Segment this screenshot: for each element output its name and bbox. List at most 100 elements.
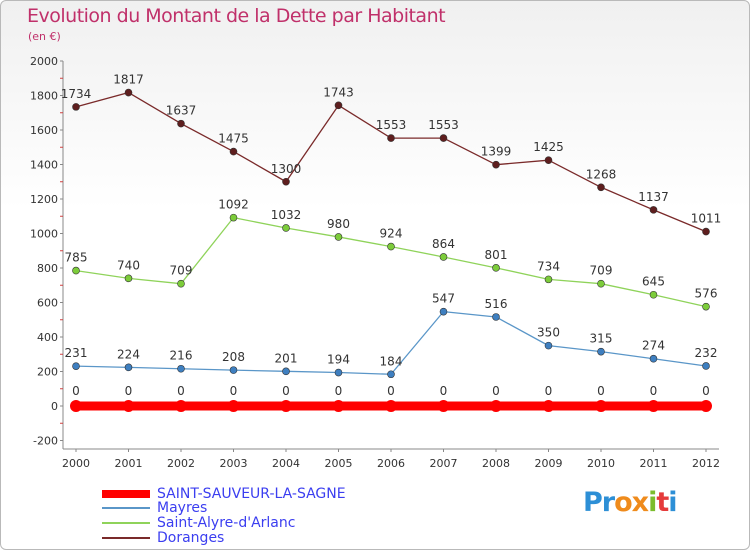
data-label: 1475	[218, 132, 249, 146]
data-label: 0	[72, 384, 80, 398]
x-tick-label: 2006	[377, 457, 405, 470]
data-label: 1032	[271, 208, 302, 222]
y-tick-label: 200	[37, 366, 58, 379]
series-3: 1734 1817 1637 1475 1300 1743 1553 1553 1399 1425…	[61, 73, 722, 236]
data-point	[492, 160, 500, 169]
data-label: 516	[485, 297, 508, 311]
legend-label: SAINT-SAUVEUR-LA-SAGNE	[157, 486, 346, 502]
data-label: 0	[282, 384, 290, 398]
y-tick-label: 600	[37, 297, 58, 310]
x-tick-label: 2012	[692, 457, 720, 470]
data-label: 980	[327, 217, 350, 231]
data-point	[229, 213, 238, 222]
legend-label: Saint-Alyre-d'Arlanc	[157, 515, 296, 531]
data-point	[437, 400, 450, 412]
legend-item-saint-alyre: Saint-Alyre-d'Arlanc	[102, 515, 422, 531]
data-point	[282, 367, 290, 376]
data-label: 224	[117, 347, 140, 361]
data-label: 201	[275, 351, 298, 365]
data-point	[595, 400, 607, 412]
chart-axes: -200020040060080010001200140016001800200…	[30, 55, 720, 470]
data-label: 0	[650, 384, 658, 398]
y-tick-label: 400	[37, 331, 58, 344]
data-point	[227, 400, 240, 412]
data-label: 1817	[113, 73, 144, 87]
data-point	[175, 400, 187, 412]
x-tick-label: 2001	[115, 457, 143, 470]
data-label: 232	[695, 346, 718, 360]
legend-item-doranges: Doranges	[102, 530, 422, 546]
data-label: 216	[170, 349, 193, 363]
data-label: 576	[695, 287, 718, 301]
data-label: 1011	[691, 212, 722, 226]
data-point	[387, 134, 395, 142]
data-point	[332, 400, 345, 412]
data-label: 924	[380, 227, 403, 241]
data-point	[492, 264, 500, 272]
data-point	[700, 400, 712, 412]
data-label: 1743	[323, 85, 354, 99]
data-label: 184	[380, 354, 403, 368]
data-label: 1734	[61, 87, 92, 101]
y-tick-label: 0	[51, 400, 58, 413]
data-point	[124, 274, 133, 283]
data-label: 1399	[481, 145, 512, 159]
x-tick-label: 2000	[62, 457, 90, 470]
data-label: 1553	[376, 118, 407, 132]
data-label: 645	[642, 275, 665, 289]
data-label: 0	[335, 384, 343, 398]
data-point	[649, 206, 658, 214]
data-label: 1137	[638, 190, 669, 204]
data-point	[597, 347, 605, 356]
legend-label: Mayres	[157, 500, 208, 516]
legend-item-mayres: Mayres	[102, 500, 422, 516]
legend-swatch	[102, 490, 150, 498]
data-point	[702, 227, 710, 236]
data-point	[544, 341, 553, 350]
legend-item-saint-sauveur: SAINT-SAUVEUR-LA-SAGNE	[102, 486, 422, 502]
x-tick-label: 2010	[587, 457, 615, 470]
data-point	[702, 302, 710, 311]
data-point	[439, 134, 448, 142]
legend-swatch	[102, 522, 150, 524]
data-label: 1425	[533, 140, 564, 154]
y-tick-label: 1600	[30, 124, 58, 137]
y-tick-label: 1000	[30, 228, 58, 241]
data-point	[334, 233, 343, 241]
data-label: 0	[492, 384, 500, 398]
x-tick-label: 2005	[325, 457, 353, 470]
data-point	[122, 400, 135, 412]
legend-swatch	[102, 537, 150, 539]
data-point	[387, 242, 395, 251]
data-label: 709	[590, 264, 613, 278]
chart-title: Evolution du Montant de la Dette par Hab…	[27, 5, 446, 27]
data-point	[387, 370, 395, 379]
chart-subtitle: (en €)	[28, 30, 61, 43]
data-point	[647, 400, 660, 412]
data-point	[177, 279, 185, 288]
data-point	[282, 177, 290, 186]
data-label: 1268	[586, 167, 617, 181]
data-label: 740	[117, 258, 140, 272]
data-point	[72, 266, 80, 275]
data-label: 274	[642, 339, 665, 353]
data-point	[649, 290, 658, 299]
data-label: 734	[537, 259, 560, 273]
data-point	[282, 224, 290, 232]
data-label: 231	[65, 346, 88, 360]
data-point	[439, 253, 448, 261]
data-label: 194	[327, 353, 350, 367]
data-point	[229, 366, 238, 374]
data-label: 0	[387, 384, 395, 398]
x-tick-label: 2007	[430, 457, 458, 470]
series-0: 0 0 0 0 0 0 0 0 0 0 0 0 0	[70, 384, 712, 412]
data-point	[72, 362, 80, 370]
data-point	[334, 368, 343, 377]
data-label: 1092	[218, 198, 249, 212]
data-point	[490, 400, 502, 412]
data-label: 785	[65, 251, 88, 265]
data-label: 0	[230, 384, 238, 398]
data-label: 0	[702, 384, 710, 398]
